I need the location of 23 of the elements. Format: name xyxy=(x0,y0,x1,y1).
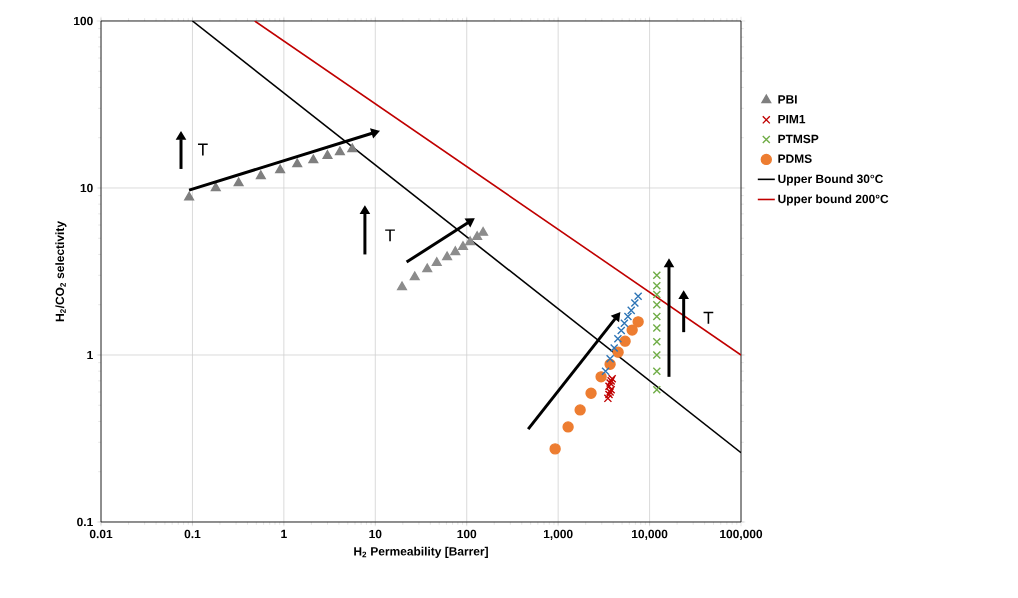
x-tick-label: 0.01 xyxy=(89,529,113,539)
x-tick-label: 10,000 xyxy=(632,529,668,540)
y-tick-label: 1 xyxy=(87,350,93,360)
x-tick-label: 100 xyxy=(457,529,477,539)
annotation: T xyxy=(385,229,395,242)
legend-label: Upper bound 200°C xyxy=(778,194,889,206)
y-tick-label: 100 xyxy=(74,16,93,26)
legend-label: PDMS xyxy=(778,154,812,163)
x-tick-label: 1 xyxy=(281,529,287,538)
x-tick-label: 1,000 xyxy=(543,529,573,540)
x-tick-label: 0.1 xyxy=(184,529,201,539)
legend-label: PTMSP xyxy=(778,134,819,144)
x-axis-title: H$_{2}$ Permeability [Barrer] xyxy=(354,546,488,558)
annotation: T xyxy=(197,143,208,156)
y-axis-title: H$_{2}$/CO$_{2}$ selectivity xyxy=(55,221,67,322)
legend-label: Upper Bound 30°C xyxy=(778,174,884,186)
x-tick-label: 10 xyxy=(369,529,382,539)
annotation: T xyxy=(703,311,714,324)
legend-label: PBI xyxy=(778,95,797,104)
legend-label: PIM1 xyxy=(778,114,806,124)
y-tick-label: 0.1 xyxy=(77,517,93,527)
x-tick-label: 100,000 xyxy=(720,529,763,540)
y-tick-label: 10 xyxy=(80,183,93,193)
